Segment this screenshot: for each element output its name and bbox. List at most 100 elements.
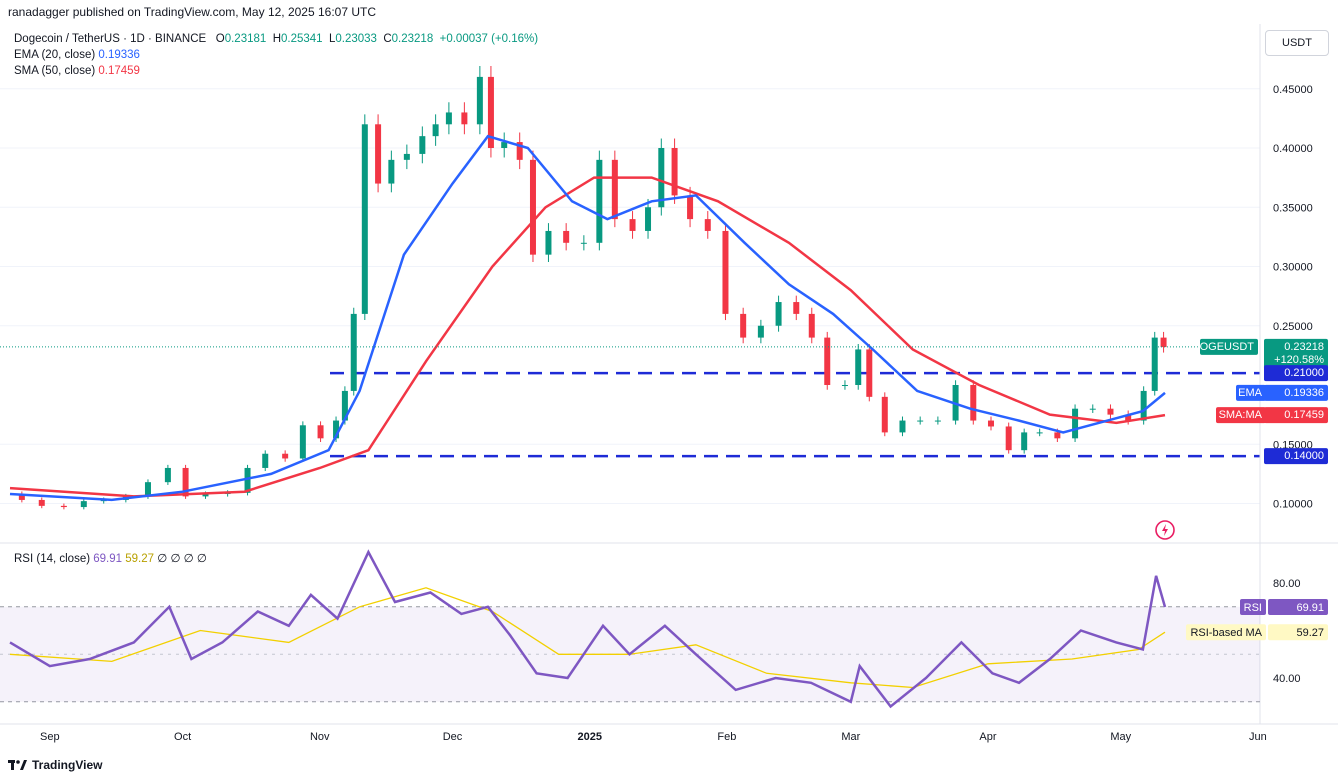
sma-name-tag-bg — [1216, 407, 1266, 424]
candle-body — [350, 313, 357, 391]
candle-body — [775, 302, 782, 326]
candle-body — [899, 420, 906, 433]
o-value: 0.23181 — [224, 33, 267, 45]
candle-body — [866, 349, 873, 397]
candle-body — [333, 420, 340, 439]
h-value: 0.25341 — [281, 33, 323, 45]
currency-button[interactable]: USDT — [1265, 30, 1329, 56]
o-label: O — [215, 33, 225, 45]
main-grid — [0, 88, 1260, 504]
rsi-legend-label[interactable]: RSI (14, close) — [14, 553, 91, 565]
sma-value-tag-text: 0.17459 — [1284, 409, 1324, 421]
candle-body — [793, 302, 800, 314]
candle-body — [487, 76, 494, 148]
symbol-title[interactable]: Dogecoin / TetherUS · 1D · BINANCE — [14, 33, 207, 45]
footer-brand[interactable]: TradingView — [8, 758, 102, 772]
ema-line — [9, 134, 1166, 502]
sma-name-tag: SMA:MA — [1216, 407, 1266, 424]
rsi-ma-legend-value: 59.27 — [125, 553, 155, 565]
c-value: 0.23218 — [391, 33, 434, 45]
candle-body — [563, 230, 570, 243]
candle-body — [545, 230, 552, 255]
l-value: 0.23033 — [335, 33, 377, 45]
rsi-ma-name-tag — [1186, 624, 1266, 641]
sma-legend-row: SMA (50, close) 0.17459 — [14, 63, 538, 79]
candle-body — [445, 112, 452, 125]
candle-body — [580, 242, 587, 244]
candle-body — [1140, 390, 1147, 421]
rsi-legend: RSI (14, close) 69.91 59.27 ∅ ∅ ∅ ∅ — [14, 551, 207, 565]
c-label: C — [383, 33, 392, 45]
candle-body — [60, 505, 67, 508]
ema-value-tag: 0.19336 — [1264, 384, 1328, 401]
sma-name-tag-text: SMA:MA — [1219, 409, 1263, 421]
price-tick-label: 0.25000 — [1273, 321, 1313, 333]
candle-body — [262, 453, 269, 468]
candle-body — [299, 425, 306, 459]
candle-body — [611, 159, 618, 220]
candle-body — [341, 390, 348, 421]
symbol-name-tag-text: DOGEUSDT — [1192, 341, 1255, 353]
candle-body — [375, 124, 382, 184]
rsi-ma-name-tag-text: RSI-based MA — [1190, 627, 1262, 639]
rsi-ma-value-tag-text: 59.27 — [1296, 627, 1324, 639]
rsi-legend-empties: ∅ ∅ ∅ ∅ — [157, 553, 207, 565]
lower-level-tag: 0.14000 — [1264, 448, 1328, 465]
ema-value-tag-bg — [1264, 384, 1328, 401]
candle-body — [1089, 408, 1096, 410]
rsi-ma-value-tag — [1268, 624, 1328, 641]
rsi-tick-label: 80.00 — [1273, 578, 1301, 590]
candle-body — [317, 425, 324, 439]
candle-body — [841, 385, 848, 386]
candle-body — [757, 325, 764, 338]
candle-body — [403, 153, 410, 160]
rsi-value-tag — [1268, 598, 1328, 615]
candle-body — [645, 207, 652, 231]
candle-body — [671, 148, 678, 196]
tradingview-logo-icon — [8, 760, 27, 770]
candle-body — [629, 219, 636, 231]
price-axis: 0.450000.400000.350000.300000.250000.150… — [1273, 84, 1313, 511]
ema-legend-label[interactable]: EMA (20, close) — [14, 49, 96, 61]
time-tick-label: 2025 — [577, 731, 601, 743]
time-tick-label: Feb — [717, 731, 736, 743]
candle-body — [501, 142, 508, 148]
candle-body — [282, 453, 289, 459]
last-price-tag-text: 0.23218 — [1284, 341, 1324, 353]
horizontal-levels — [330, 371, 1260, 458]
sma-line — [9, 176, 1166, 498]
candle-body — [164, 467, 171, 483]
symbol-name-tag-bg — [1200, 338, 1258, 355]
sma-value-tag: 0.17459 — [1264, 407, 1328, 424]
time-tick-label: Mar — [841, 731, 860, 743]
candle-body — [419, 136, 426, 154]
candle-body — [855, 349, 862, 385]
candle-body — [202, 494, 209, 497]
ema-legend-row: EMA (20, close) 0.19336 — [14, 47, 538, 63]
upper-level-tag-text: 0.21000 — [1284, 367, 1324, 379]
candle-body — [361, 124, 368, 314]
candle-body — [824, 337, 831, 385]
candle-body — [1054, 432, 1061, 439]
rsi-tick-label: 40.00 — [1273, 673, 1301, 685]
chart-legend: Dogecoin / TetherUS · 1D · BINANCE O0.23… — [14, 31, 538, 79]
sma-legend-label[interactable]: SMA (50, close) — [14, 65, 96, 77]
rsi-legend-value: 69.91 — [93, 553, 123, 565]
candle-body — [704, 219, 711, 231]
candle-body — [917, 420, 924, 422]
price-tick-label: 0.30000 — [1273, 262, 1313, 274]
candle-body — [244, 467, 251, 493]
sma-value-tag-bg — [1264, 407, 1328, 424]
candle-body — [80, 501, 87, 508]
candle-body — [934, 420, 941, 422]
sma-legend-value: 0.17459 — [98, 65, 140, 77]
candle-body — [529, 159, 536, 255]
price-tick-label: 0.35000 — [1273, 202, 1313, 214]
flash-icon[interactable] — [1155, 520, 1175, 540]
upper-level-tag-bg — [1264, 365, 1328, 382]
candle-body — [740, 313, 747, 338]
rsi-name-tag — [1240, 598, 1266, 615]
time-tick-label: Apr — [979, 731, 996, 743]
ema-value-tag-text: 0.19336 — [1284, 387, 1324, 399]
